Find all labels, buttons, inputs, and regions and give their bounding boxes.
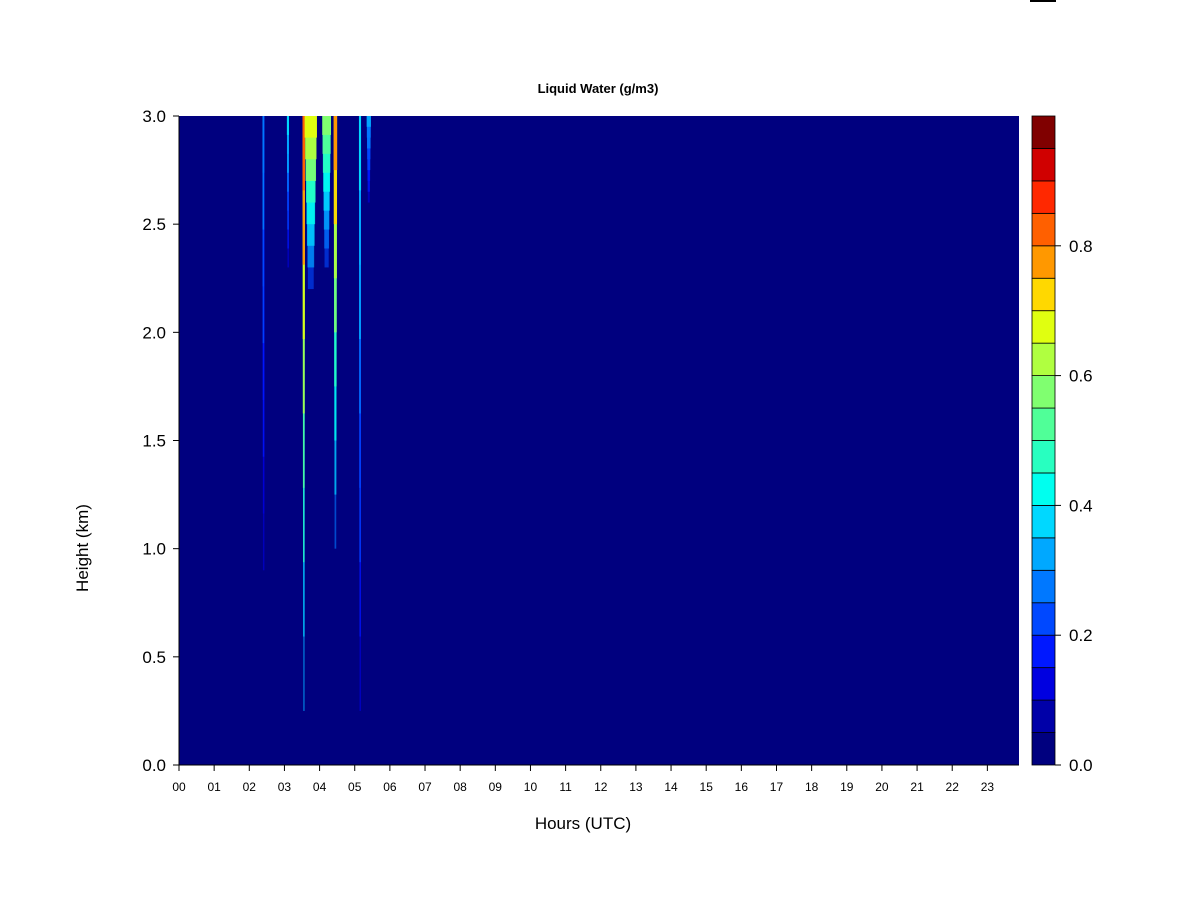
colorbar-segment [1031, 115, 1056, 149]
x-tick-label: 19 [840, 780, 854, 794]
colorbar-segment [1031, 634, 1056, 669]
x-tick-label: 23 [981, 780, 995, 794]
cloud-feature-band [358, 116, 362, 191]
cloud-feature-band [333, 116, 338, 171]
x-tick-label: 22 [946, 780, 960, 794]
cloud-feature [302, 116, 305, 711]
x-tick-label: 02 [243, 780, 257, 794]
colorbar-segment [1031, 569, 1056, 604]
colorbar-segment [1031, 407, 1056, 441]
cloud-feature-band [286, 116, 290, 135]
x-tick-label: 10 [524, 780, 538, 794]
colorbar-tick-label: 0.6 [1069, 367, 1093, 386]
x-tick-label: 08 [453, 780, 467, 794]
colorbar-segment [1031, 440, 1056, 474]
colorbar-segment [1031, 732, 1056, 766]
x-tick-label: 09 [489, 780, 503, 794]
colorbar-segment [1031, 245, 1056, 279]
colorbar-tick-label: 0.8 [1069, 237, 1093, 256]
x-axis-label: Hours (UTC) [535, 814, 631, 833]
x-tick-label: 18 [805, 780, 819, 794]
colorbar-segment [1031, 310, 1056, 344]
x-tick-label: 16 [735, 780, 749, 794]
colorbar-segment [1031, 148, 1056, 182]
colorbar [1031, 115, 1056, 766]
x-tick-label: 14 [664, 780, 678, 794]
cloud-feature-band [302, 116, 305, 191]
x-tick-label: 06 [383, 780, 397, 794]
colorbar-segment [1031, 472, 1056, 506]
y-tick-label: 1.5 [142, 432, 166, 451]
cloud-features [262, 116, 371, 711]
y-tick-label: 1.0 [142, 540, 166, 559]
cloud-feature [286, 116, 290, 268]
x-axis: 00 01 02 03 04 05 06 07 08 09 10 11 12 13 14 15 16 17 18 19… [172, 764, 1019, 794]
colorbar-segment [1031, 277, 1056, 312]
cloud-feature-band [304, 116, 317, 138]
colorbar-segment [1031, 537, 1056, 571]
colorbar-tick-label: 0.0 [1069, 756, 1093, 775]
y-tick-label: 3.0 [142, 107, 166, 126]
cloud-feature [262, 116, 265, 571]
colorbar-segment [1031, 342, 1056, 376]
cloud-feature-band [366, 116, 371, 127]
colorbar-segment [1031, 180, 1056, 214]
y-axis: 0.0 0.5 1.0 1.5 2.0 2.5 3.0 [142, 107, 180, 775]
x-tick-label: 07 [418, 780, 432, 794]
x-tick-label: 21 [910, 780, 924, 794]
x-tick-label: 20 [875, 780, 889, 794]
x-tick-label: 05 [348, 780, 362, 794]
colorbar-tick-label: 0.4 [1069, 496, 1093, 515]
colorbar-tick-label: 0.2 [1069, 626, 1093, 645]
chart-title: Liquid Water (g/m3) [538, 81, 659, 96]
x-tick-label: 03 [278, 780, 292, 794]
y-axis-label: Height (km) [73, 504, 92, 592]
x-tick-label: 12 [594, 780, 608, 794]
cloud-feature [304, 116, 317, 290]
y-tick-label: 0.5 [142, 648, 166, 667]
x-tick-label: 11 [559, 780, 572, 794]
cloud-feature [358, 116, 362, 711]
colorbar-segment [1031, 212, 1056, 247]
x-tick-label: 13 [629, 780, 643, 794]
x-tick-label: 15 [700, 780, 714, 794]
x-tick-label: 00 [172, 780, 186, 794]
y-tick-label: 2.0 [142, 323, 166, 342]
cloud-feature [366, 116, 371, 203]
x-tick-label: 04 [313, 780, 327, 794]
cloud-feature-band [322, 116, 332, 135]
colorbar-segment [1031, 699, 1056, 733]
colorbar-segment [1031, 602, 1056, 636]
colorbar-ticks: 0.0 0.2 0.4 0.6 0.8 [1055, 237, 1093, 775]
colorbar-segment [1031, 504, 1056, 539]
x-tick-label: 01 [207, 780, 221, 794]
y-tick-label: 0.0 [142, 756, 166, 775]
cloud-feature [322, 116, 332, 268]
colorbar-segment [1031, 667, 1056, 701]
plot-area [179, 116, 1019, 765]
x-tick-label: 17 [770, 780, 784, 794]
cloud-feature-band [262, 116, 265, 173]
corner-mark [1030, 0, 1056, 2]
cloud-feature [333, 116, 338, 549]
y-tick-label: 2.5 [142, 215, 166, 234]
colorbar-segment [1031, 375, 1056, 409]
